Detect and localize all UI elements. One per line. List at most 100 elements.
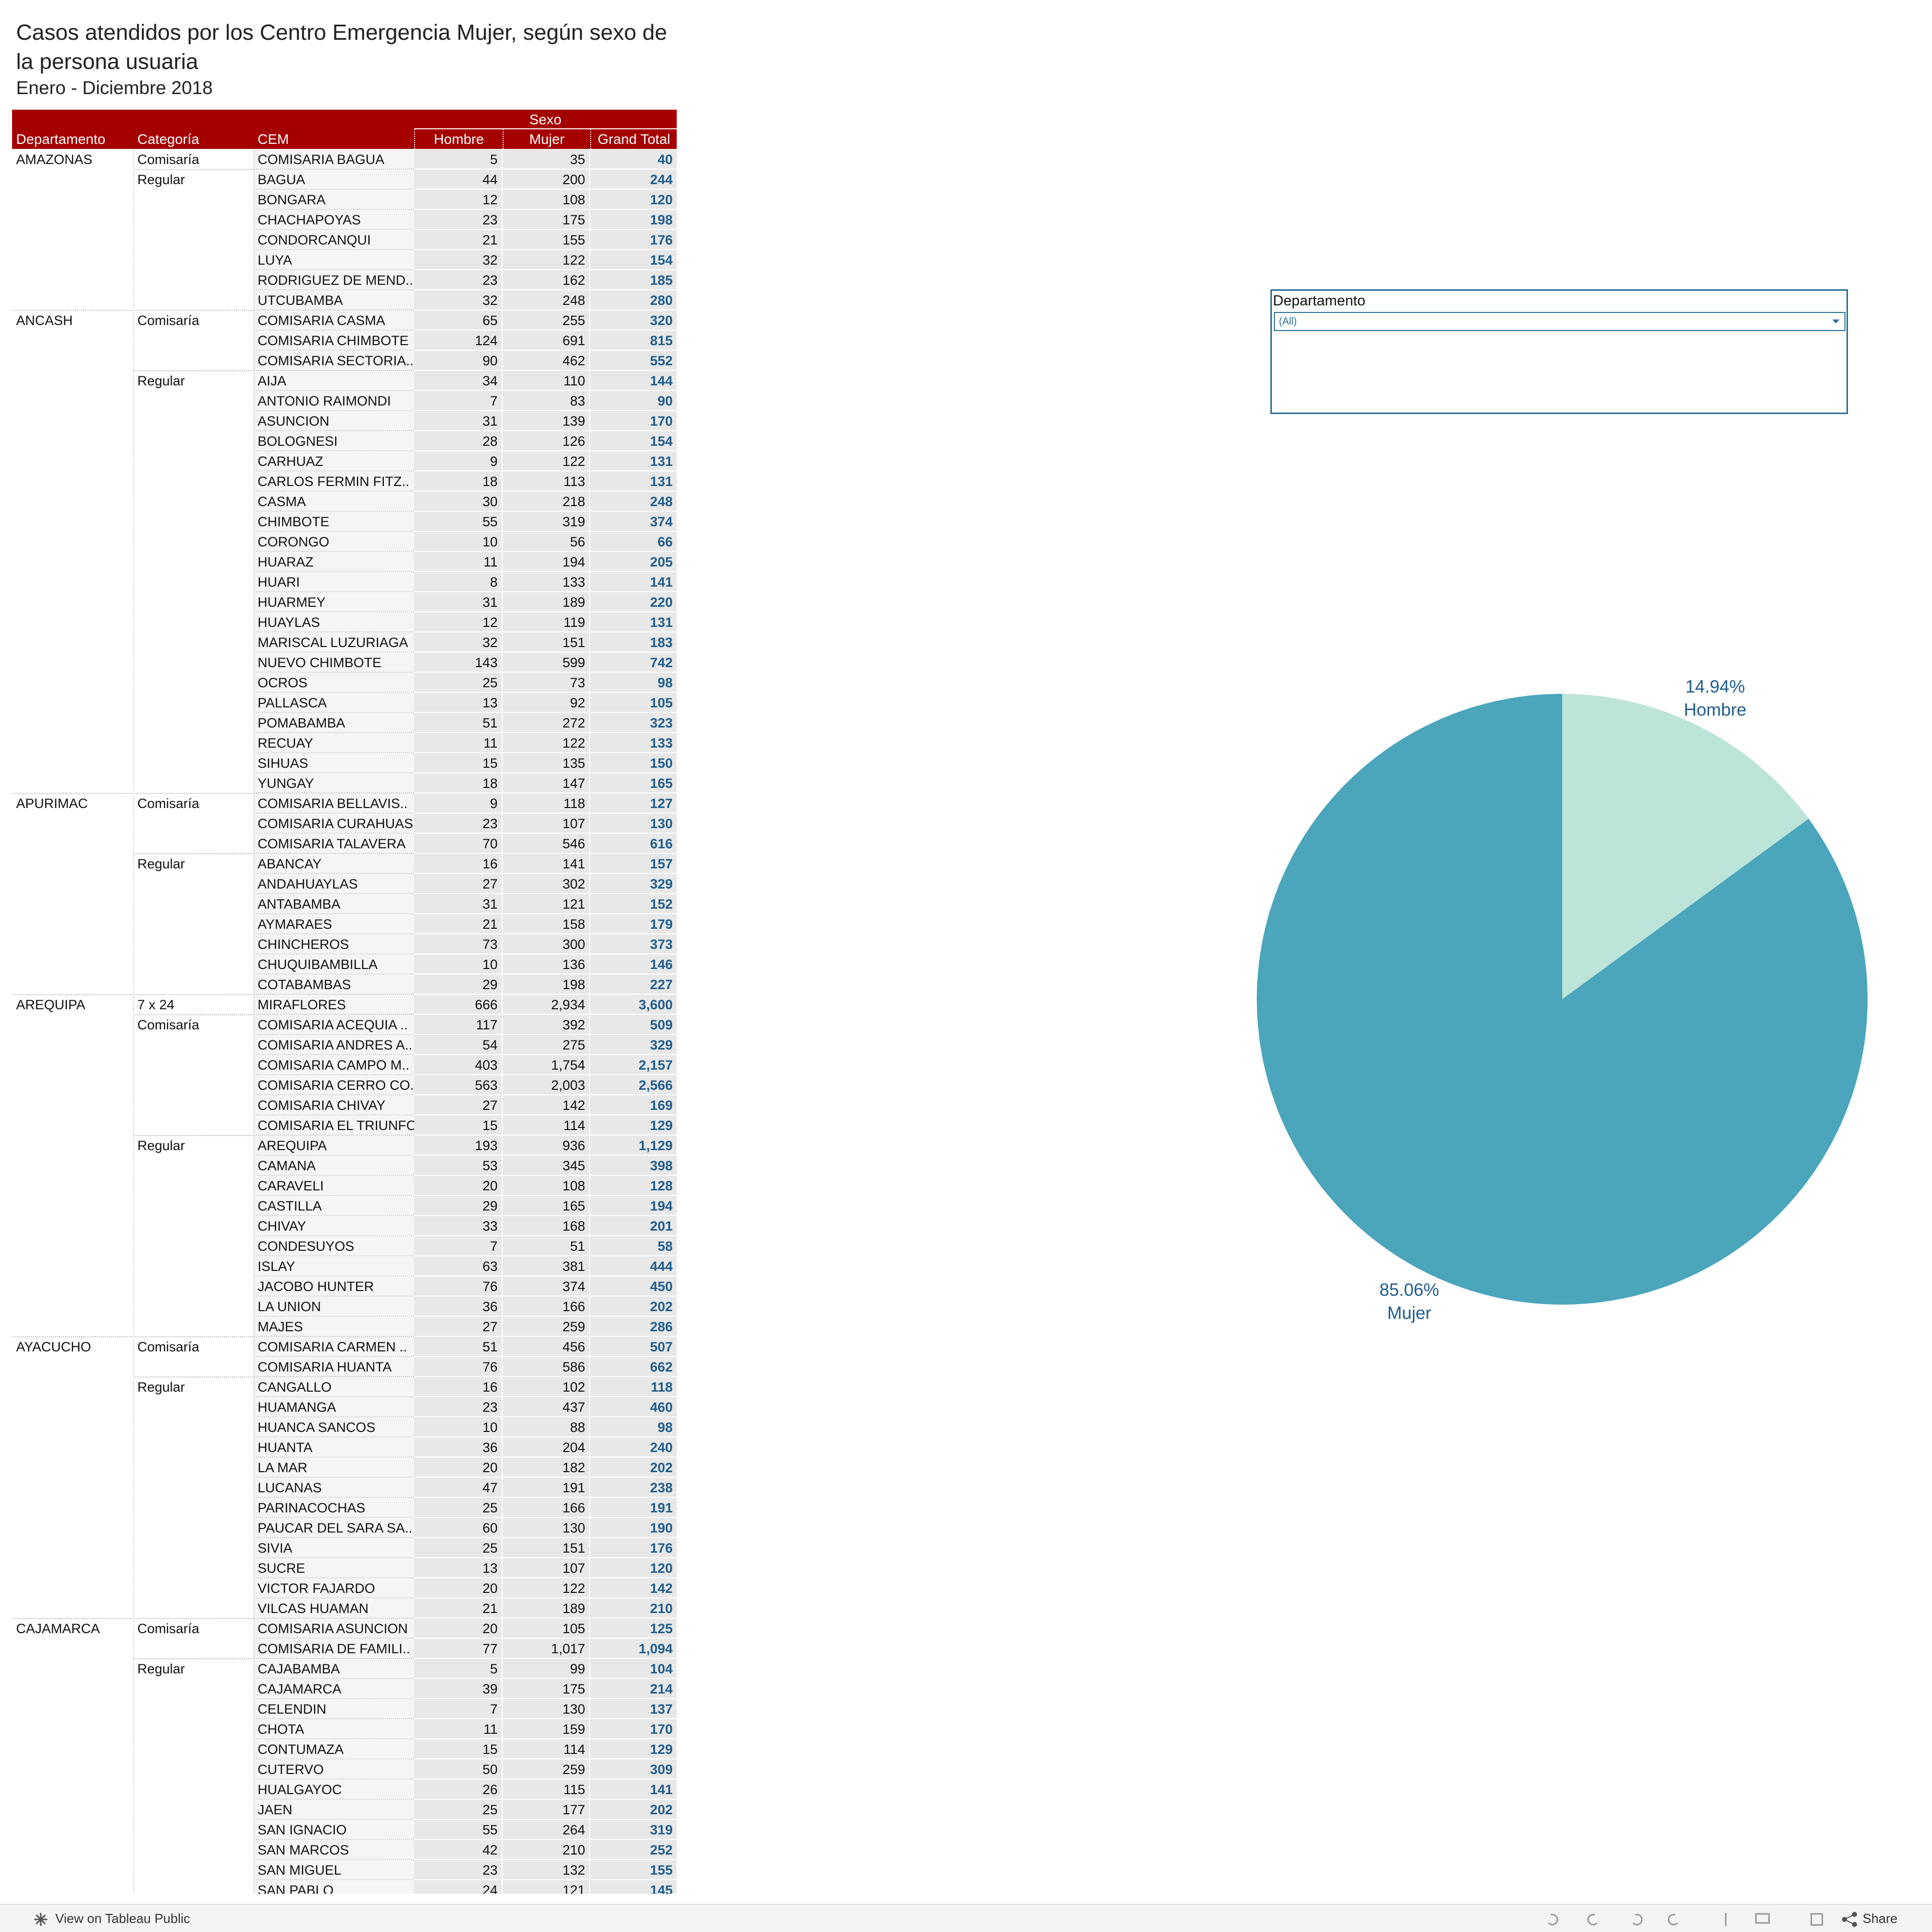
grand-total: 120 — [590, 1558, 677, 1578]
department-separator — [12, 994, 414, 995]
mujer: 35 — [503, 149, 590, 170]
hombre: 31 — [414, 592, 503, 612]
cem: JACOBO HUNTER — [254, 1276, 414, 1297]
mujer: 936 — [503, 1136, 590, 1156]
view-link[interactable]: View on Tableau Public — [55, 1911, 190, 1926]
hombre: 65 — [414, 310, 503, 331]
cem: AREQUIPA — [254, 1136, 414, 1156]
cem: CHUQUIBAMBILLA — [254, 954, 414, 975]
cem: COMISARIA CAMPO M.. — [254, 1055, 414, 1075]
cem: HUAYLAS — [254, 612, 414, 632]
cem: LA MAR — [254, 1458, 414, 1478]
grand-total: 152 — [590, 894, 677, 914]
hombre: 143 — [414, 653, 503, 673]
hombre: 11 — [414, 1719, 503, 1739]
hombre: 15 — [414, 1115, 503, 1136]
grand-total: 205 — [590, 552, 677, 572]
hombre: 21 — [414, 1598, 503, 1619]
cem: COMISARIA TALAVERA — [254, 834, 414, 854]
mujer: 151 — [503, 632, 590, 653]
column-separator — [133, 149, 134, 1894]
mujer: 2,003 — [503, 1075, 590, 1095]
hombre: 27 — [414, 1095, 503, 1115]
grand-total: 190 — [590, 1518, 677, 1538]
hombre: 16 — [414, 854, 503, 874]
mujer: 1,754 — [503, 1055, 590, 1075]
hombre: 23 — [414, 814, 503, 834]
grand-total: 373 — [590, 934, 677, 954]
grand-total: 3,600 — [590, 995, 677, 1015]
grand-total: 202 — [590, 1800, 677, 1820]
hombre: 25 — [414, 673, 503, 693]
grand-total: 398 — [590, 1156, 677, 1176]
hombre: 12 — [414, 612, 503, 632]
hombre: 20 — [414, 1176, 503, 1196]
grand-total: 507 — [590, 1337, 677, 1357]
cem: CAJAMARCA — [254, 1679, 414, 1699]
mujer: 319 — [503, 512, 590, 532]
mujer: 166 — [503, 1498, 590, 1518]
grand-total: 2,566 — [590, 1075, 677, 1095]
mujer: 182 — [503, 1458, 590, 1478]
hombre: 34 — [414, 371, 503, 391]
hombre: 9 — [414, 451, 503, 471]
cem: CARAVELI — [254, 1176, 414, 1196]
mujer: 1,017 — [503, 1639, 590, 1659]
cem: CARHUAZ — [254, 451, 414, 471]
mujer: 175 — [503, 1679, 590, 1699]
grand-total: 127 — [590, 793, 677, 814]
hombre: 32 — [414, 632, 503, 653]
cem: NUEVO CHIMBOTE — [254, 653, 414, 673]
cem: PAUCAR DEL SARA SA.. — [254, 1518, 414, 1538]
cem: OCROS — [254, 673, 414, 693]
grand-total: 128 — [590, 1176, 677, 1196]
hombre: 7 — [414, 1236, 503, 1256]
mujer: 88 — [503, 1417, 590, 1437]
hombre: 15 — [414, 1739, 503, 1759]
slice-value-label: 14.94% — [1685, 677, 1745, 697]
cem: MARISCAL LUZURIAGA — [254, 632, 414, 653]
mujer: 119 — [503, 612, 590, 632]
cem: LUCANAS — [254, 1478, 414, 1498]
share-icon — [1842, 1912, 1857, 1927]
category: Comisaría — [137, 796, 200, 811]
mujer: 83 — [503, 391, 590, 411]
mujer: 114 — [503, 1739, 590, 1759]
hombre: 70 — [414, 834, 503, 854]
cem: COMISARIA DE FAMILI.. — [254, 1639, 414, 1659]
hombre: 27 — [414, 874, 503, 894]
grand-total: 210 — [590, 1598, 677, 1619]
hombre: 23 — [414, 1397, 503, 1417]
cem: CORONGO — [254, 532, 414, 552]
grand-total: 329 — [590, 1035, 677, 1055]
grand-total: 1,094 — [590, 1639, 677, 1659]
filter-value[interactable]: (All) — [1279, 316, 1297, 327]
header-group: Sexo — [414, 110, 677, 129]
cem: CANGALLO — [254, 1377, 414, 1397]
hombre: 16 — [414, 1377, 503, 1397]
grand-total: 238 — [590, 1478, 677, 1498]
grand-total: 125 — [590, 1619, 677, 1639]
hombre: 7 — [414, 391, 503, 411]
grand-total: 202 — [590, 1297, 677, 1317]
cem: CARLOS FERMIN FITZ.. — [254, 471, 414, 492]
grand-total: 118 — [590, 1377, 677, 1397]
grand-total: 105 — [590, 693, 677, 713]
cem: ANDAHUAYLAS — [254, 874, 414, 894]
hombre: 10 — [414, 532, 503, 552]
cem: PALLASCA — [254, 693, 414, 713]
category: Comisaría — [137, 1621, 200, 1636]
cem: CHIMBOTE — [254, 512, 414, 532]
mujer: 158 — [503, 914, 590, 934]
column-header: Hombre — [414, 129, 503, 149]
filter-dropdown[interactable]: (All) — [1274, 312, 1845, 331]
hombre: 23 — [414, 1860, 503, 1880]
hombre: 20 — [414, 1578, 503, 1598]
grand-total: 169 — [590, 1095, 677, 1115]
mujer: 126 — [503, 431, 590, 451]
grand-total: 185 — [590, 270, 677, 290]
mujer: 381 — [503, 1256, 590, 1276]
mujer: 272 — [503, 713, 590, 733]
share-button[interactable]: Share — [1863, 1911, 1898, 1926]
mujer: 437 — [503, 1397, 590, 1417]
